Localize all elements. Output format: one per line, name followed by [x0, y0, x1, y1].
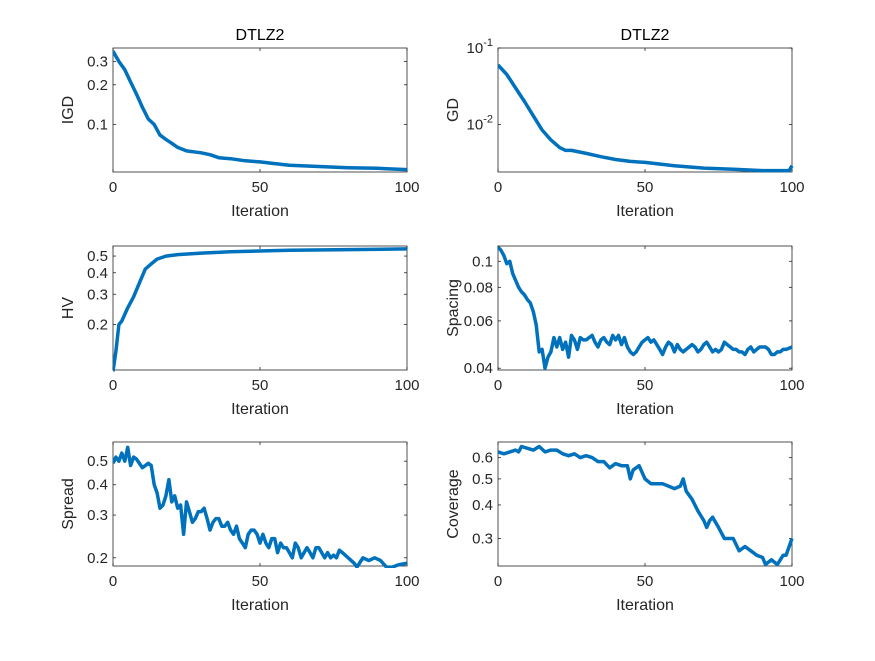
y-tick-label: 0.6	[472, 450, 493, 467]
x-tick-label: 0	[109, 179, 117, 196]
y-tick-label: 0.5	[87, 453, 108, 470]
x-tick-label: 100	[779, 179, 804, 196]
x-axis-label: Iteration	[231, 203, 289, 220]
subplot-igd: 0 50 100 0.1 0.2 0.3 Iteration IGD DTLZ2	[60, 27, 420, 220]
series-line	[113, 50, 408, 172]
x-tick-label: 50	[637, 377, 654, 394]
y-tick-label: 0.08	[464, 279, 493, 296]
x-tick-label: 100	[394, 377, 419, 394]
axes-box	[497, 47, 793, 173]
y-axis-label: Spread	[60, 478, 77, 530]
x-tick-label: 50	[637, 573, 654, 590]
x-tick-label: 50	[252, 179, 269, 196]
series-line	[498, 444, 794, 567]
y-tick-label: 0.5	[87, 248, 108, 265]
y-axis-label: HV	[60, 297, 77, 320]
axes-box	[497, 245, 793, 371]
subplot-spread: 0 50 100 0.2 0.3 0.4 0.5 Iteration Spread	[60, 441, 420, 614]
y-axis-label: IGD	[60, 96, 77, 124]
y-axis-label: Coverage	[445, 469, 462, 538]
y-tick-label: 0.2	[87, 550, 108, 567]
y-axis-label: GD	[445, 98, 462, 122]
y-tick-label: 10-1	[467, 37, 493, 57]
y-tick-label: 0.3	[87, 507, 108, 524]
axes-box	[112, 47, 408, 173]
axes-box	[112, 245, 408, 371]
x-tick-label: 50	[637, 179, 654, 196]
y-tick-label: 0.1	[87, 116, 108, 133]
subplot-coverage: 0 50 100 0.3 0.4 0.5 0.6 Iteration Coverage	[445, 441, 805, 614]
subplot-gd: 0 50 100 10-2 10-1 Iteration GD DTLZ2	[445, 27, 805, 220]
x-tick-label: 0	[109, 573, 117, 590]
x-tick-label: 100	[779, 573, 804, 590]
x-tick-label: 0	[494, 573, 502, 590]
x-axis-label: Iteration	[231, 401, 289, 418]
y-tick-label: 0.04	[464, 360, 493, 377]
x-tick-label: 100	[779, 377, 804, 394]
x-tick-label: 50	[252, 573, 269, 590]
y-tick-label: 0.2	[87, 77, 108, 94]
y-tick-label: 0.2	[87, 317, 108, 334]
series-line	[498, 63, 794, 173]
x-tick-label: 100	[394, 573, 419, 590]
x-axis-label: Iteration	[616, 597, 674, 614]
y-tick-label: 0.1	[472, 253, 493, 270]
y-tick-label: 0.5	[472, 471, 493, 488]
x-tick-label: 0	[494, 179, 502, 196]
x-tick-label: 50	[252, 377, 269, 394]
x-tick-label: 0	[109, 377, 117, 394]
x-tick-label: 0	[494, 377, 502, 394]
y-tick-label: 10-2	[467, 114, 493, 134]
subplot-title: DTLZ2	[621, 27, 670, 44]
x-axis-label: Iteration	[231, 597, 289, 614]
axes-box	[497, 441, 793, 567]
subplot-hv: 0 50 100 0.2 0.3 0.40.5 Iteration HV	[60, 245, 420, 418]
x-axis-label: Iteration	[616, 203, 674, 220]
y-tick-label: 0.4	[87, 477, 108, 494]
series-line	[113, 247, 408, 372]
series-line	[498, 245, 793, 370]
y-tick-label: 0.3	[87, 286, 108, 303]
series-line	[113, 445, 408, 568]
x-tick-label: 100	[394, 179, 419, 196]
y-axis-label: Spacing	[445, 279, 462, 337]
y-tick-label: 0.06	[464, 313, 493, 330]
y-tick-label: 0.3	[87, 54, 108, 71]
y-tick-label: 0.3	[472, 530, 493, 547]
y-tick-label: 0.4	[472, 497, 493, 514]
axes-box	[112, 441, 408, 567]
subplot-spacing: 0 50 100 0.04 0.06 0.08 0.1 Iteration Spacing	[445, 245, 805, 418]
y-tick-label: 0.4	[87, 265, 108, 282]
x-axis-label: Iteration	[616, 401, 674, 418]
subplot-title: DTLZ2	[236, 27, 285, 44]
